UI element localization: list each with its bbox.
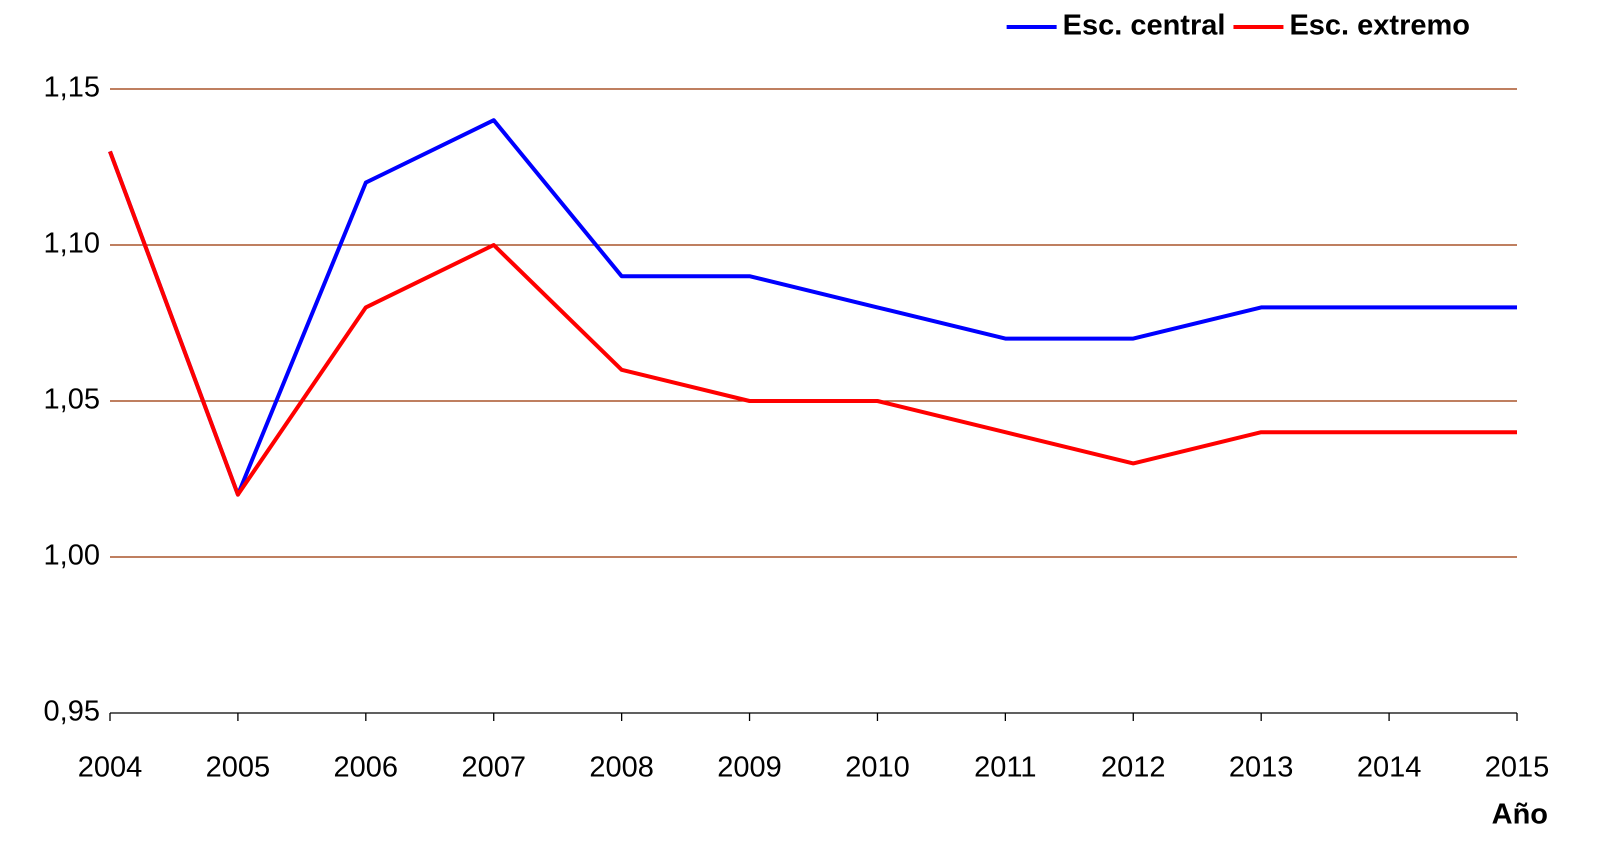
x-tick-label: 2011 bbox=[974, 752, 1036, 784]
legend-text: Esc. extremo bbox=[1289, 10, 1470, 42]
x-tick-label: 2007 bbox=[461, 752, 526, 784]
x-tick-label: 2008 bbox=[589, 752, 654, 784]
x-tick-label: 2015 bbox=[1485, 752, 1550, 784]
x-tick-label: 2014 bbox=[1357, 752, 1422, 784]
x-tick-label: 2006 bbox=[334, 752, 399, 784]
y-tick-label: 0,95 bbox=[44, 696, 100, 728]
x-tick-label: 2010 bbox=[845, 752, 910, 784]
series-line bbox=[108, 118, 1517, 497]
x-tick-label: 2013 bbox=[1229, 752, 1294, 784]
x-axis-label: Año bbox=[1492, 799, 1548, 831]
y-tick-label: 1,10 bbox=[44, 228, 100, 260]
y-tick-label: 1,15 bbox=[44, 72, 100, 104]
y-tick-label: 1,00 bbox=[44, 540, 100, 572]
x-tick-label: 2012 bbox=[1101, 752, 1166, 784]
series-line bbox=[108, 150, 1517, 497]
y-tick-label: 1,05 bbox=[44, 384, 100, 416]
legend-text: Esc. central bbox=[1063, 10, 1226, 42]
x-tick-label: 2005 bbox=[206, 752, 271, 784]
x-tick-label: 2009 bbox=[717, 752, 782, 784]
x-tick-label: 2004 bbox=[78, 752, 143, 784]
